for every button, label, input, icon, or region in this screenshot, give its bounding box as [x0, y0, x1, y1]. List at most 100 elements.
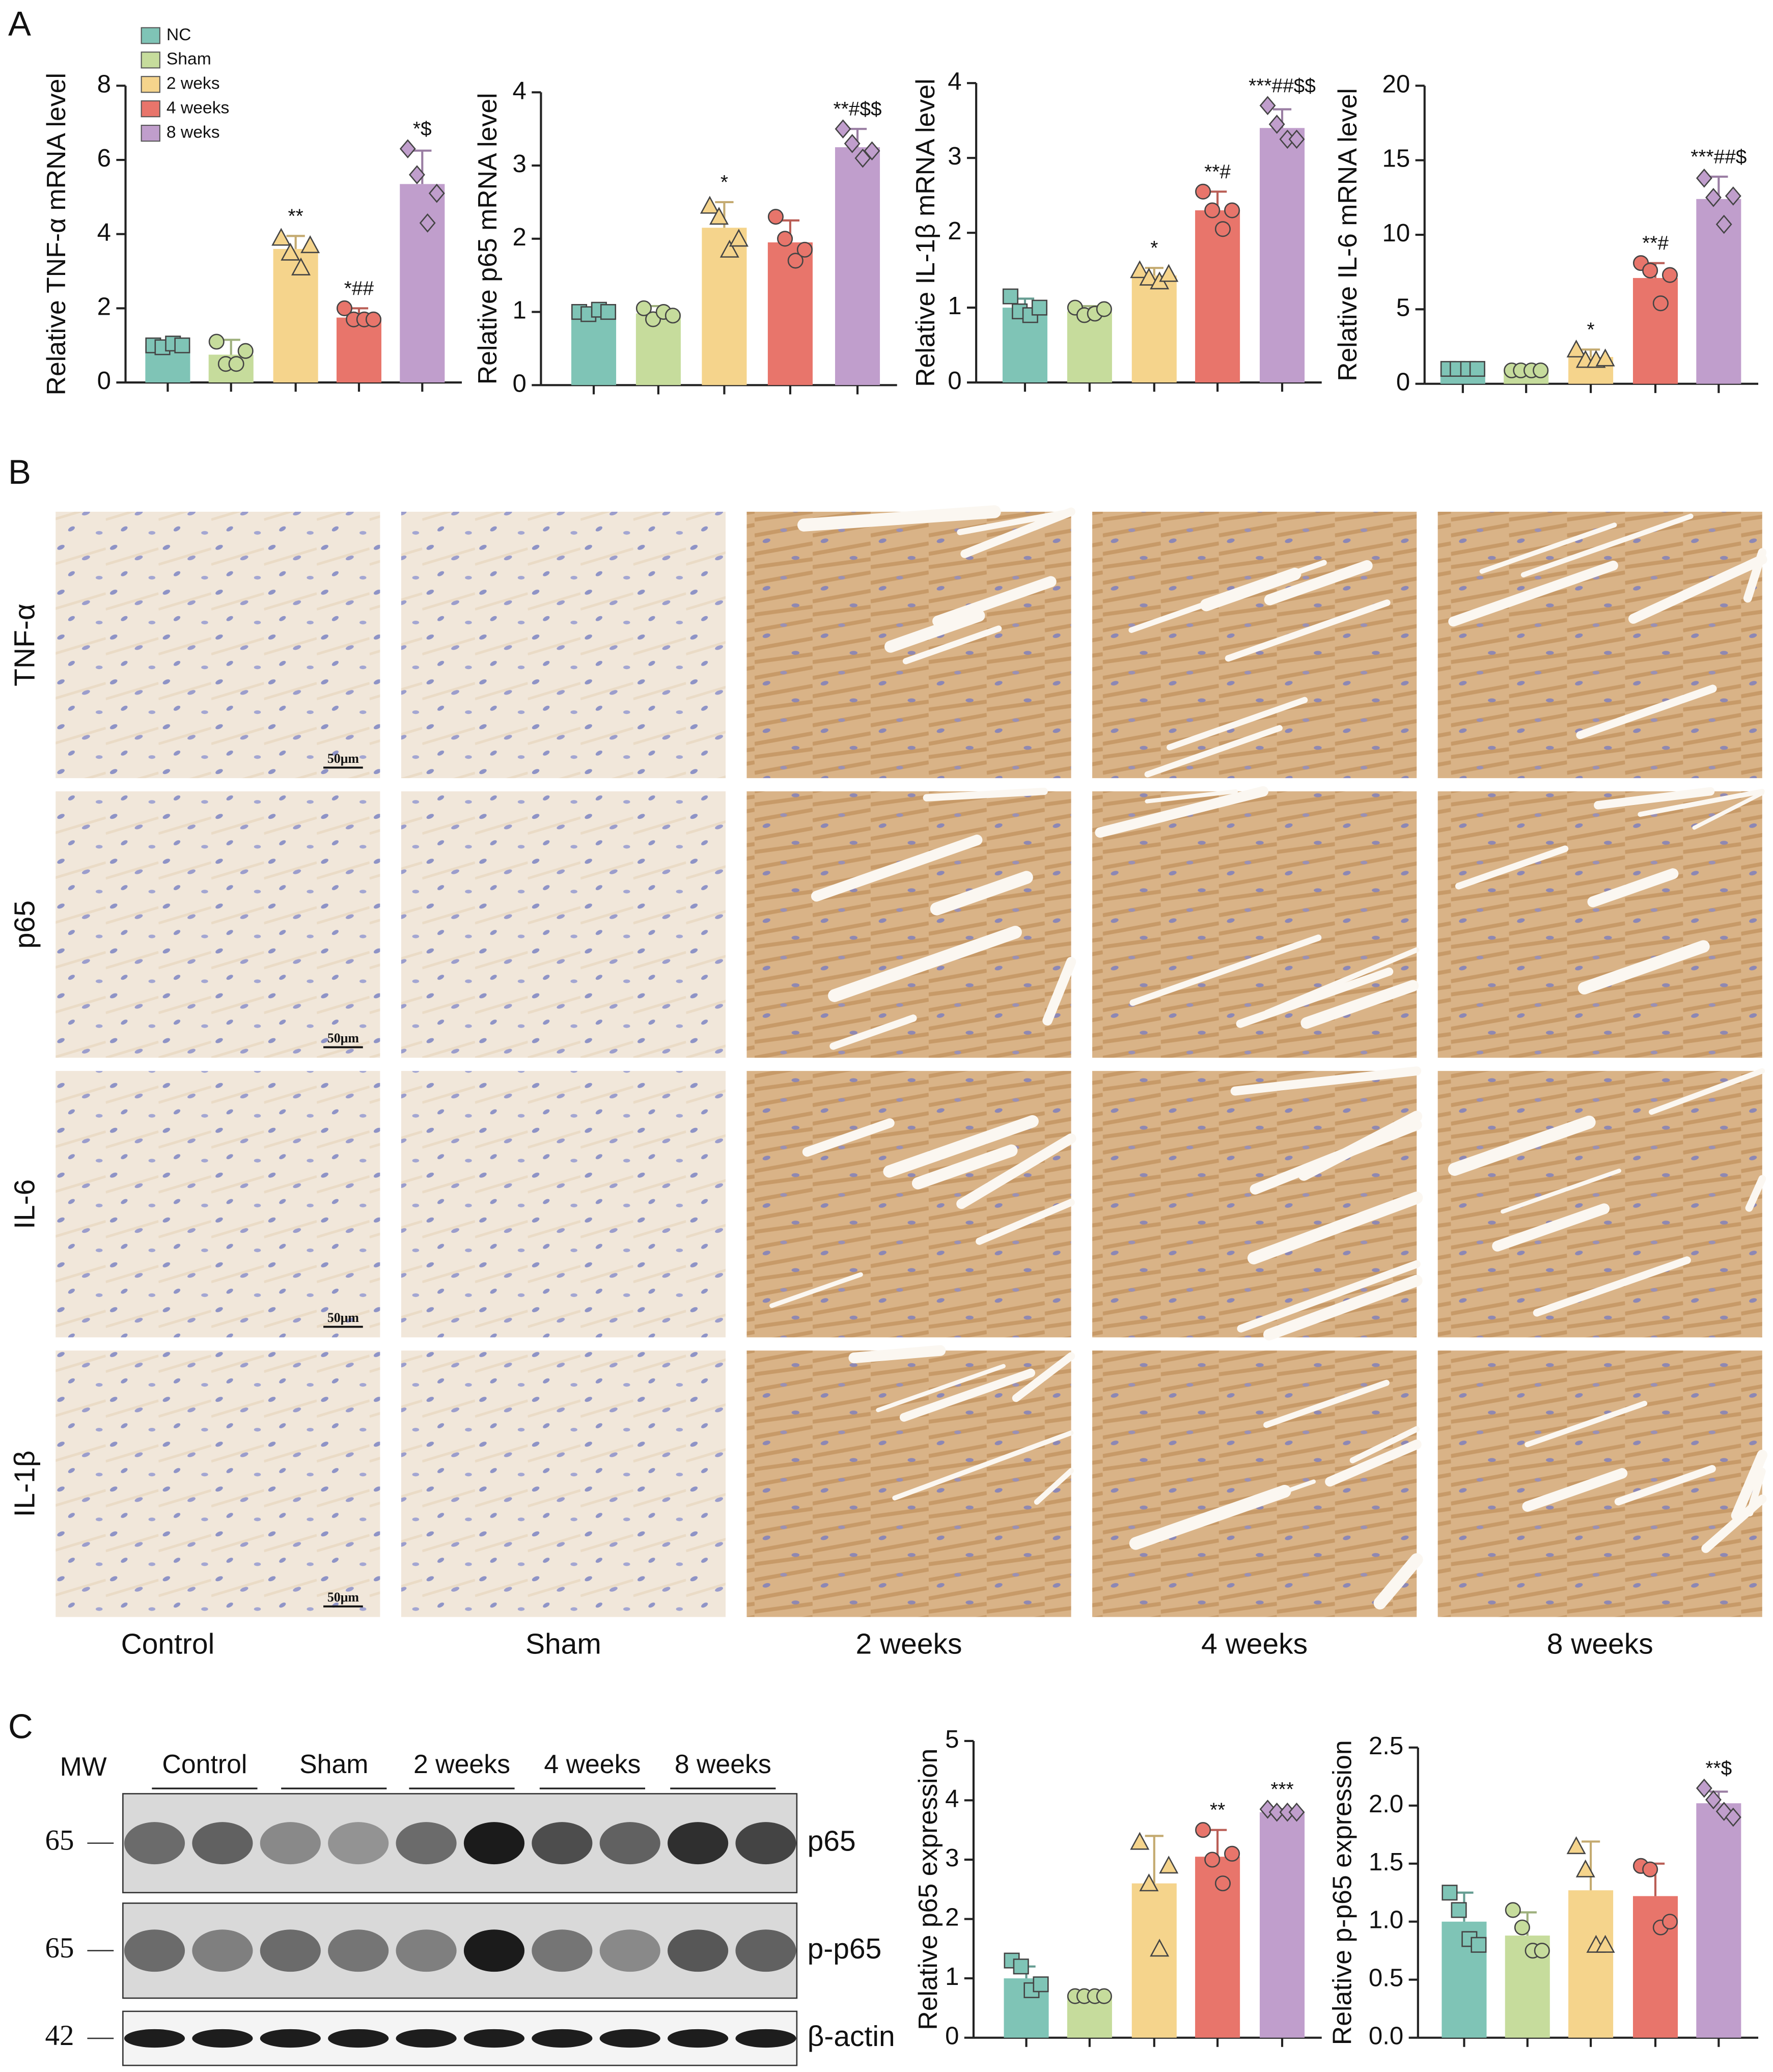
blot-band [328, 2029, 389, 2048]
significance-label: ** [1210, 1800, 1225, 1821]
micrograph [746, 1071, 1071, 1338]
data-point [1002, 288, 1019, 305]
data-point [719, 239, 739, 258]
y-tick-label: 2 [513, 223, 527, 251]
tissue-gap [828, 926, 1022, 1002]
tissue-gap [1200, 567, 1301, 612]
blot-band [668, 1822, 729, 1865]
y-tick-label: 0 [948, 367, 961, 395]
data-point [281, 242, 300, 261]
data-point [729, 229, 749, 247]
data-point [208, 334, 225, 350]
tissue-gap [1522, 1468, 1628, 1512]
tissue-gap [1012, 1352, 1075, 1402]
blot-band [260, 1822, 321, 1865]
blot-band [735, 2029, 796, 2048]
mw-value: 42 [45, 2020, 74, 2052]
y-tick-label: 1.0 [1369, 1906, 1403, 1934]
blot-band [124, 2029, 185, 2048]
tissue-gap [1237, 1260, 1421, 1333]
group-label: Control [162, 1749, 247, 1779]
y-tick-label: 5 [945, 1725, 959, 1753]
significance-label: * [1150, 237, 1158, 259]
data-point [1642, 262, 1658, 279]
tissue-gap [1501, 1169, 1622, 1214]
mw-value: 65 [45, 1825, 74, 1857]
data-point [1139, 267, 1159, 286]
tissue-gap [1129, 1484, 1291, 1550]
y-tick-label: 2 [97, 292, 111, 320]
data-point [237, 343, 254, 359]
bar [1131, 275, 1177, 383]
tissue-gap [1448, 1115, 1596, 1176]
blot-band [192, 1822, 253, 1865]
blot-band [260, 2029, 321, 2048]
y-axis-label: Relative IL-1β mRNA level [910, 78, 940, 387]
tissue-gap [1236, 967, 1394, 1028]
micrograph [56, 1071, 380, 1338]
tissue-gap [1628, 555, 1767, 624]
data-point [1031, 299, 1047, 316]
tissue-gap [1533, 1256, 1691, 1317]
tissue-gap [883, 1115, 1039, 1178]
panel-label: A [8, 5, 31, 43]
y-tick-label: 10 [1382, 219, 1410, 247]
y-tick-label: 0.5 [1369, 1964, 1403, 1992]
tissue-gap [1225, 599, 1391, 662]
tissue-gap [811, 835, 983, 902]
data-point [1224, 202, 1240, 218]
data-point [1471, 1937, 1487, 1953]
tissue-gap [802, 1118, 895, 1157]
data-point [1725, 186, 1741, 206]
data-point [1150, 1939, 1170, 1957]
data-point [854, 148, 871, 168]
y-tick-label: 0.0 [1369, 2022, 1403, 2050]
tissue-gap [1144, 725, 1283, 778]
blot-band [463, 1929, 525, 1972]
bar [400, 184, 445, 383]
y-tick-label: 4 [945, 1784, 959, 1812]
significance-label: * [1587, 319, 1595, 341]
y-tick-label: 4 [97, 218, 111, 246]
data-point [1214, 221, 1231, 237]
tissue-gap [1230, 1066, 1422, 1096]
bar [1195, 210, 1240, 383]
tissue-gap [1638, 789, 1765, 817]
significance-label: *** [1270, 1779, 1293, 1801]
y-axis-label: Relative TNF-α mRNA level [41, 73, 71, 395]
bar [1696, 199, 1741, 384]
legend-swatch [141, 51, 160, 69]
row-label: TNF-α [8, 603, 41, 686]
tissue-gap [797, 505, 1001, 532]
tissue-gap [829, 1014, 917, 1050]
legend-swatch [141, 27, 160, 44]
tissue-gap [1263, 1379, 1390, 1428]
group-label: 4 weeks [544, 1749, 641, 1779]
data-point [1642, 1861, 1658, 1877]
tissue-gap [1300, 980, 1419, 1029]
data-point [1288, 1802, 1305, 1822]
tissue-gap [1034, 1468, 1074, 1505]
legend-swatch [141, 76, 160, 93]
data-point [1195, 1822, 1211, 1838]
tissue-gap [956, 1133, 1076, 1209]
data-point [1096, 1988, 1112, 2004]
western-blot: MW Control Sham 2 weeks 4 weeks 8 weeks 65 p65 6… [45, 1749, 895, 2066]
row-label: IL-6 [8, 1179, 41, 1229]
legend-label: 8 weks [167, 123, 220, 142]
tissue-gap [930, 871, 1033, 916]
data-point [1451, 1902, 1467, 1918]
scale-bar-label: 50μm [327, 1590, 359, 1605]
blot-band [463, 1822, 525, 1865]
data-point [174, 337, 190, 353]
y-tick-label: 3 [513, 150, 527, 178]
error-bar [221, 339, 240, 355]
micrograph [56, 1350, 380, 1617]
micrograph [401, 1071, 726, 1338]
y-tick-label: 0 [945, 2022, 959, 2050]
legend-label: NC [167, 25, 191, 44]
significance-label: ***##$$ [1249, 75, 1316, 97]
blot-band [735, 1822, 796, 1865]
tissue-gap [1349, 1426, 1420, 1463]
